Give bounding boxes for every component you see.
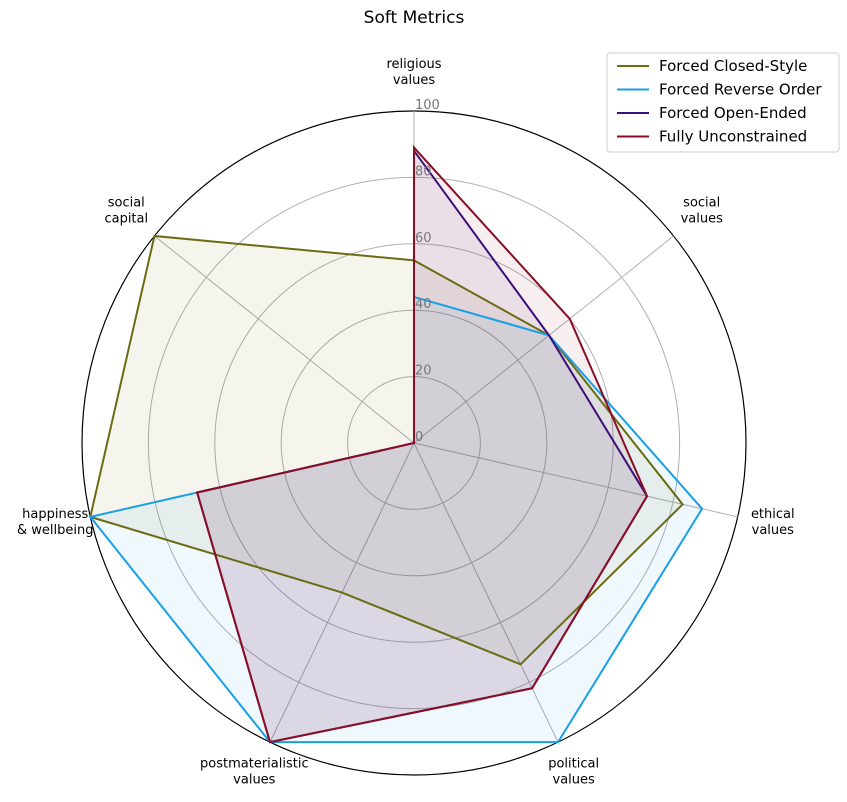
axis-label: ethical values — [751, 507, 795, 538]
tick-label: 100 — [415, 98, 440, 113]
axis-label: social values — [681, 196, 724, 227]
axis-label: happiness & wellbeing — [17, 507, 93, 538]
spoke-line — [154, 235, 415, 444]
series-fills — [90, 147, 703, 743]
axis-label: religious values — [386, 57, 441, 88]
legend: Forced Closed-Style Forced Reverse Order F… — [606, 52, 840, 153]
chart-title: Soft Metrics — [364, 8, 465, 28]
spoke-line — [413, 235, 674, 444]
tick-label: 80 — [415, 164, 432, 179]
series-fill-1 — [90, 296, 703, 743]
axis-label: political values — [548, 757, 599, 788]
legend-box — [606, 52, 840, 153]
legend-label: Forced Closed-Style — [659, 57, 807, 75]
spoke-line — [413, 442, 559, 743]
axis-label: social capital — [104, 196, 148, 227]
legend-label: Forced Reverse Order — [659, 81, 822, 99]
legend-label: Fully Unconstrained — [659, 128, 807, 146]
series-fill-3 — [197, 147, 648, 743]
axis-label: postmaterialistic values — [200, 757, 309, 788]
tick-label: 0 — [415, 430, 423, 445]
radial-ticks: 0 20 40 60 80 100 — [415, 98, 440, 445]
tick-label: 40 — [415, 297, 432, 312]
axis-labels: religious values social values ethical values… — [17, 57, 795, 788]
series-fill-2 — [197, 150, 648, 743]
series-lines — [88, 144, 704, 744]
series-line-0 — [89, 234, 684, 666]
tick-label: 20 — [415, 364, 432, 379]
series-line-3 — [195, 144, 649, 744]
tick-label: 60 — [415, 231, 432, 246]
legend-label: Forced Open-Ended — [659, 104, 807, 122]
